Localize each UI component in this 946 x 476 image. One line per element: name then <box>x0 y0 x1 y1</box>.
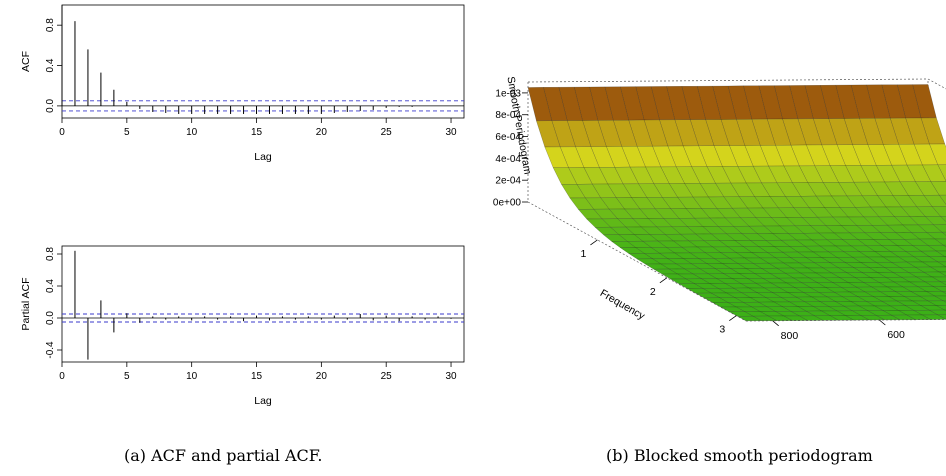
acf-y-tick-label-1: 0.4 <box>45 58 56 72</box>
surface-x-tick-label-1: 1 <box>581 248 587 260</box>
surface-x-tick-label-3: 3 <box>719 324 725 336</box>
acf-x-tick-label-20: 20 <box>316 127 328 138</box>
acf-panel: 0 5 10 15 20 25 30 0.0 0.4 0.8 Lag ACF <box>20 4 465 163</box>
pacf-x-tick-label-20: 20 <box>316 371 328 382</box>
acf-plot-frame <box>61 4 465 119</box>
pacf-x-tick-label-30: 30 <box>445 371 457 382</box>
pacf-plot-frame <box>61 245 465 363</box>
surface-y-tick-600 <box>879 319 886 326</box>
pacf-x-tick-label-10: 10 <box>186 371 198 382</box>
surface-y-tick-label-800: 800 <box>781 330 799 342</box>
pacf-y-tick-label-0: -0.4 <box>45 341 56 359</box>
surface-z-tick-label-2: 4e-04 <box>495 154 521 165</box>
pacf-y-axis-label: Partial ACF <box>20 277 32 330</box>
surface-z-tick-label-1: 2e-04 <box>495 176 521 187</box>
surface-x-axis-label: Frequency <box>598 287 648 323</box>
acf-x-tick-label-25: 25 <box>381 127 393 138</box>
surface-x-tick-1 <box>590 239 598 246</box>
acf-y-tick-label-0: 0.0 <box>45 99 56 113</box>
pacf-panel: 0 5 10 15 20 25 30 -0.4 0.0 0.4 0.8 Lag Partial ACF <box>20 245 465 407</box>
acf-x-tick-label-30: 30 <box>445 127 457 138</box>
caption-acf: (a) ACF and partial ACF. <box>124 446 323 465</box>
caption-periodogram: (b) Blocked smooth periodogram <box>606 446 873 465</box>
pacf-x-tick-label-0: 0 <box>59 371 65 382</box>
surface-box-edge-front-bottom <box>527 201 747 322</box>
surface-x-tick-label-2: 2 <box>650 286 656 298</box>
pacf-x-tick-label-25: 25 <box>381 371 393 382</box>
surface-y-tick-label-600: 600 <box>887 329 905 341</box>
acf-x-tick-label-15: 15 <box>251 127 263 138</box>
surface-z-tick-label-5: 1e-03 <box>495 88 521 99</box>
acf-x-tick-label-5: 5 <box>124 127 130 138</box>
surface-z-tick-label-4: 8e-04 <box>495 110 521 121</box>
pacf-y-tick-label-1: 0.0 <box>45 311 56 325</box>
surface-x-tick-2 <box>659 277 668 284</box>
acf-y-axis-label: ACF <box>20 51 32 72</box>
acf-y-tick-label-2: 0.8 <box>45 18 56 32</box>
acf-x-axis-label: Lag <box>254 151 272 163</box>
surface-z-tick-label-0: 0e+00 <box>493 198 522 209</box>
pacf-y-tick-label-2: 0.4 <box>45 279 56 293</box>
surface-mesh <box>527 84 946 322</box>
pacf-x-tick-label-5: 5 <box>124 371 130 382</box>
acf-x-tick-label-0: 0 <box>59 127 65 138</box>
surface-y-tick-800 <box>772 320 779 327</box>
surface-box-edge-back-top <box>527 78 929 83</box>
acf-x-tick-label-10: 10 <box>186 127 198 138</box>
surface-x-tick-3 <box>729 315 737 322</box>
pacf-x-axis-label: Lag <box>254 395 272 407</box>
pacf-x-tick-label-15: 15 <box>251 371 263 382</box>
pacf-y-tick-label-3: 0.8 <box>45 247 56 261</box>
surface-z-tick-label-3: 6e-04 <box>495 132 521 143</box>
